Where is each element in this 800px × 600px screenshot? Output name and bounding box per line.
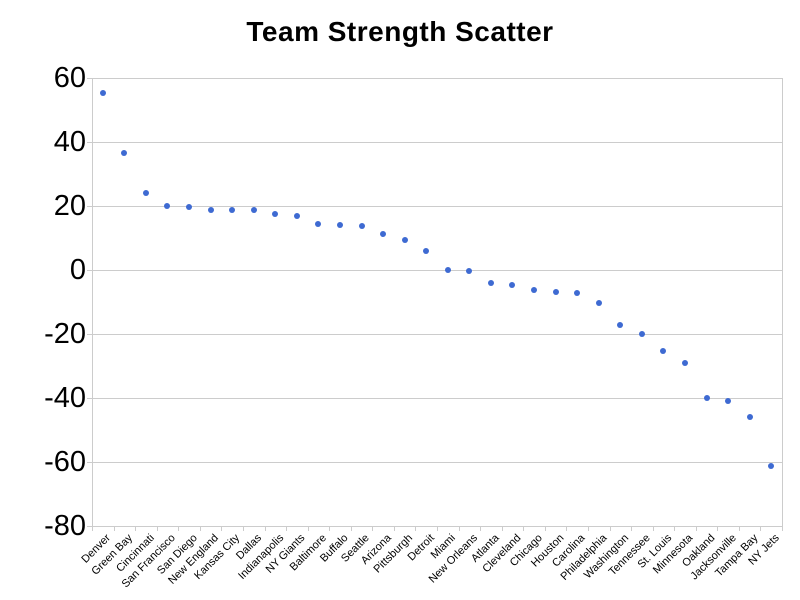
y-axis-tick bbox=[87, 334, 92, 335]
data-point bbox=[768, 463, 775, 470]
data-point bbox=[380, 230, 387, 237]
x-axis-tick bbox=[221, 526, 223, 531]
x-axis-tick bbox=[501, 526, 503, 531]
x-axis-tick bbox=[307, 526, 309, 531]
x-axis-tick bbox=[609, 526, 611, 531]
x-axis-tick bbox=[674, 526, 676, 531]
x-axis-tick bbox=[782, 526, 783, 531]
x-axis-tick bbox=[113, 526, 115, 531]
data-point bbox=[746, 413, 753, 420]
x-axis-tick bbox=[480, 526, 482, 531]
x-axis-tick bbox=[717, 526, 719, 531]
gridline bbox=[92, 462, 782, 463]
data-point bbox=[466, 268, 473, 275]
data-point bbox=[703, 395, 710, 401]
y-axis-tick-label: -60 bbox=[44, 446, 86, 478]
x-axis-tick bbox=[415, 526, 417, 531]
data-point bbox=[186, 203, 193, 210]
data-point bbox=[574, 290, 581, 297]
x-axis-tick bbox=[92, 526, 93, 531]
data-point bbox=[229, 206, 236, 213]
y-axis-tick-label: 0 bbox=[69, 254, 86, 286]
x-axis-tick bbox=[760, 526, 762, 531]
y-axis-tick bbox=[87, 526, 92, 527]
data-point bbox=[725, 398, 732, 405]
data-point bbox=[401, 237, 408, 244]
gridline bbox=[92, 270, 782, 271]
data-point bbox=[121, 150, 128, 157]
y-axis-tick-label: 20 bbox=[53, 190, 86, 222]
chart-title: Team Strength Scatter bbox=[246, 16, 554, 47]
y-axis-tick-label: -20 bbox=[44, 318, 86, 350]
x-axis-tick bbox=[738, 526, 740, 531]
x-axis-tick bbox=[393, 526, 395, 531]
y-axis-tick bbox=[87, 78, 92, 79]
plot-right-border bbox=[782, 78, 783, 527]
y-axis-tick-label: 60 bbox=[53, 62, 86, 94]
x-axis-tick bbox=[437, 526, 438, 531]
x-axis-tick bbox=[652, 526, 654, 531]
x-axis-tick bbox=[523, 526, 525, 531]
y-axis-line bbox=[92, 78, 93, 527]
x-axis-tick bbox=[695, 526, 697, 531]
gridline bbox=[92, 142, 782, 143]
x-axis-tick bbox=[544, 526, 546, 531]
y-axis-tick bbox=[87, 398, 92, 399]
x-axis-tick bbox=[135, 526, 137, 531]
x-axis-tick bbox=[350, 526, 352, 531]
data-point bbox=[207, 206, 214, 213]
data-point bbox=[164, 203, 171, 209]
x-axis-tick bbox=[566, 526, 568, 531]
x-axis-tick bbox=[329, 526, 331, 531]
x-axis-tick bbox=[156, 526, 158, 531]
data-point bbox=[660, 347, 667, 354]
data-point bbox=[293, 212, 300, 219]
data-point bbox=[617, 322, 624, 329]
data-point bbox=[595, 299, 602, 306]
data-point bbox=[142, 189, 149, 196]
data-point bbox=[250, 207, 257, 214]
gridline bbox=[92, 398, 782, 399]
y-axis-tick bbox=[87, 462, 92, 463]
x-axis-tick bbox=[199, 526, 201, 531]
data-point bbox=[444, 267, 451, 273]
x-axis-tick bbox=[264, 526, 266, 531]
data-point bbox=[552, 289, 559, 296]
data-point bbox=[509, 281, 516, 288]
data-point bbox=[638, 331, 645, 337]
x-axis-tick bbox=[587, 526, 589, 531]
gridline bbox=[92, 334, 782, 335]
x-axis-tick bbox=[178, 526, 180, 531]
y-axis-tick-label: -80 bbox=[44, 510, 86, 542]
data-point bbox=[272, 211, 279, 218]
y-axis-tick-label: 40 bbox=[53, 126, 86, 158]
data-point bbox=[531, 286, 538, 293]
x-axis-tick bbox=[372, 526, 374, 531]
x-axis-tick bbox=[286, 526, 288, 531]
data-point bbox=[99, 90, 106, 97]
x-axis-tick bbox=[242, 526, 244, 531]
data-point bbox=[358, 222, 365, 229]
data-point bbox=[336, 222, 343, 229]
x-axis-tick bbox=[631, 526, 633, 531]
data-point bbox=[487, 279, 494, 286]
data-point bbox=[423, 248, 430, 255]
y-axis-tick-label: -40 bbox=[44, 382, 86, 414]
y-axis-tick bbox=[87, 142, 92, 143]
y-axis-tick bbox=[87, 206, 92, 207]
data-point bbox=[315, 221, 322, 228]
gridline bbox=[92, 206, 782, 207]
y-axis-tick bbox=[87, 270, 92, 271]
gridline bbox=[92, 78, 782, 79]
data-point bbox=[681, 359, 688, 366]
x-axis-tick bbox=[458, 526, 460, 531]
